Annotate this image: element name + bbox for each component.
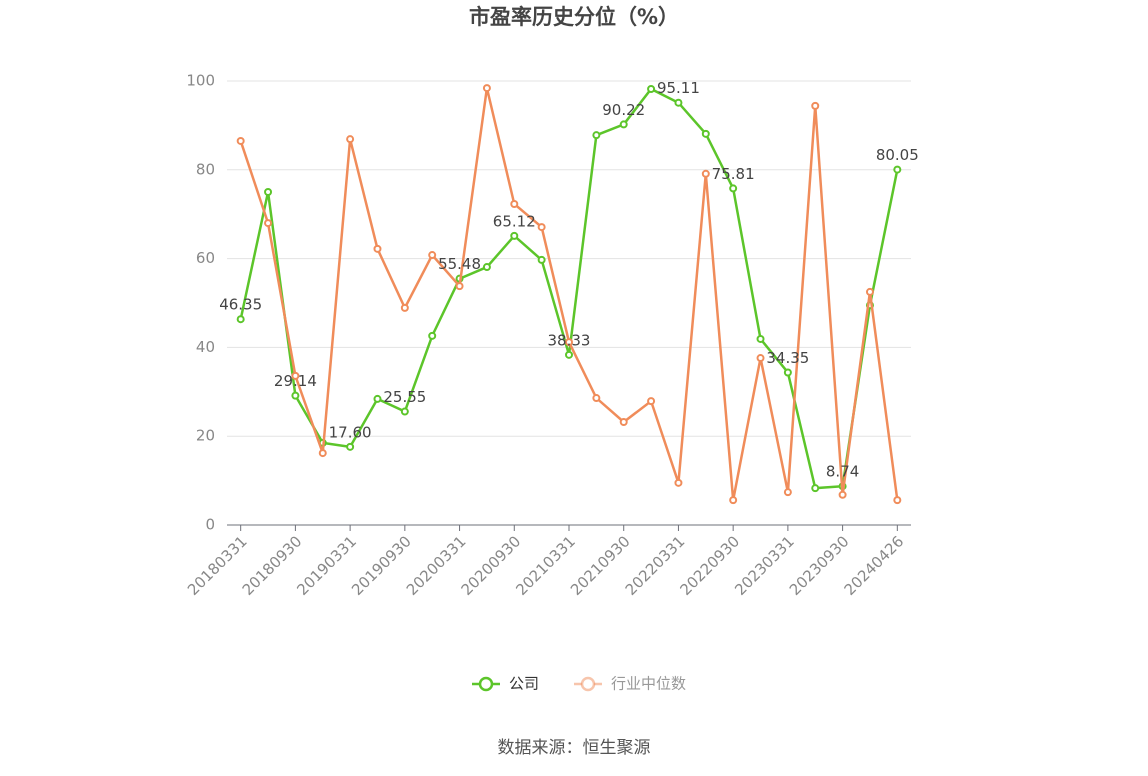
point [537,223,546,232]
point [455,282,464,291]
point [729,496,738,505]
data-label: 25.55 [383,388,426,406]
point [264,188,273,196]
point [756,334,765,343]
source: 数据来源：恒生聚源 [498,738,651,758]
point [783,488,792,497]
legend-marker [478,676,494,692]
point [565,338,573,347]
point [893,165,902,174]
point [592,394,601,403]
y-tick-label: 20 [196,427,215,445]
x-tick-label: 20240426 [841,532,908,599]
data-label: 80.05 [876,146,919,164]
point [783,368,792,377]
point [893,496,902,505]
point [674,98,683,107]
point [756,354,765,363]
point [346,135,355,144]
point [537,255,546,264]
point [674,478,683,487]
data-label: 95.11 [657,79,700,97]
data-label: 38.33 [548,331,591,349]
y-tick-label: 80 [196,160,215,178]
point [838,490,847,499]
point [510,231,519,240]
data-label: 90.22 [602,101,645,119]
legend-marker [580,676,596,692]
point [565,350,573,359]
point [482,84,491,93]
y-tick-label: 40 [196,338,215,356]
point [811,101,820,110]
point [592,131,601,140]
data-label: 8.74 [826,463,859,481]
y-tick-label: 60 [196,249,215,267]
data-label: 65.12 [493,212,536,230]
point [291,391,300,400]
point [400,407,409,416]
point [373,394,382,403]
point [729,184,738,193]
data-label: 29.14 [274,372,317,390]
point [701,169,710,178]
point [264,219,273,228]
point [346,442,355,451]
y-tick-label: 0 [205,516,215,534]
point [647,84,656,93]
legend-label: 公司 [509,675,539,693]
point [291,371,300,380]
point [619,417,628,426]
legend-label: 行业中位数 [611,675,686,693]
point [482,263,491,272]
data-label: 34.35 [766,349,809,367]
data-label: 17.60 [329,423,372,441]
point [318,449,327,458]
point [865,287,874,296]
data-label: 46.35 [219,296,262,314]
point [373,244,382,253]
chart-title: 市盈率历史分位（%） [469,5,679,29]
point [236,136,245,145]
point [510,199,519,208]
data-label: 75.81 [712,165,755,183]
point [701,129,710,138]
data-label: 55.48 [438,255,481,273]
point [400,303,409,312]
point [428,251,437,260]
point [236,315,245,324]
point [619,120,628,129]
point [428,331,437,340]
point [811,484,820,493]
point [647,397,656,406]
y-tick-label: 100 [186,72,215,90]
